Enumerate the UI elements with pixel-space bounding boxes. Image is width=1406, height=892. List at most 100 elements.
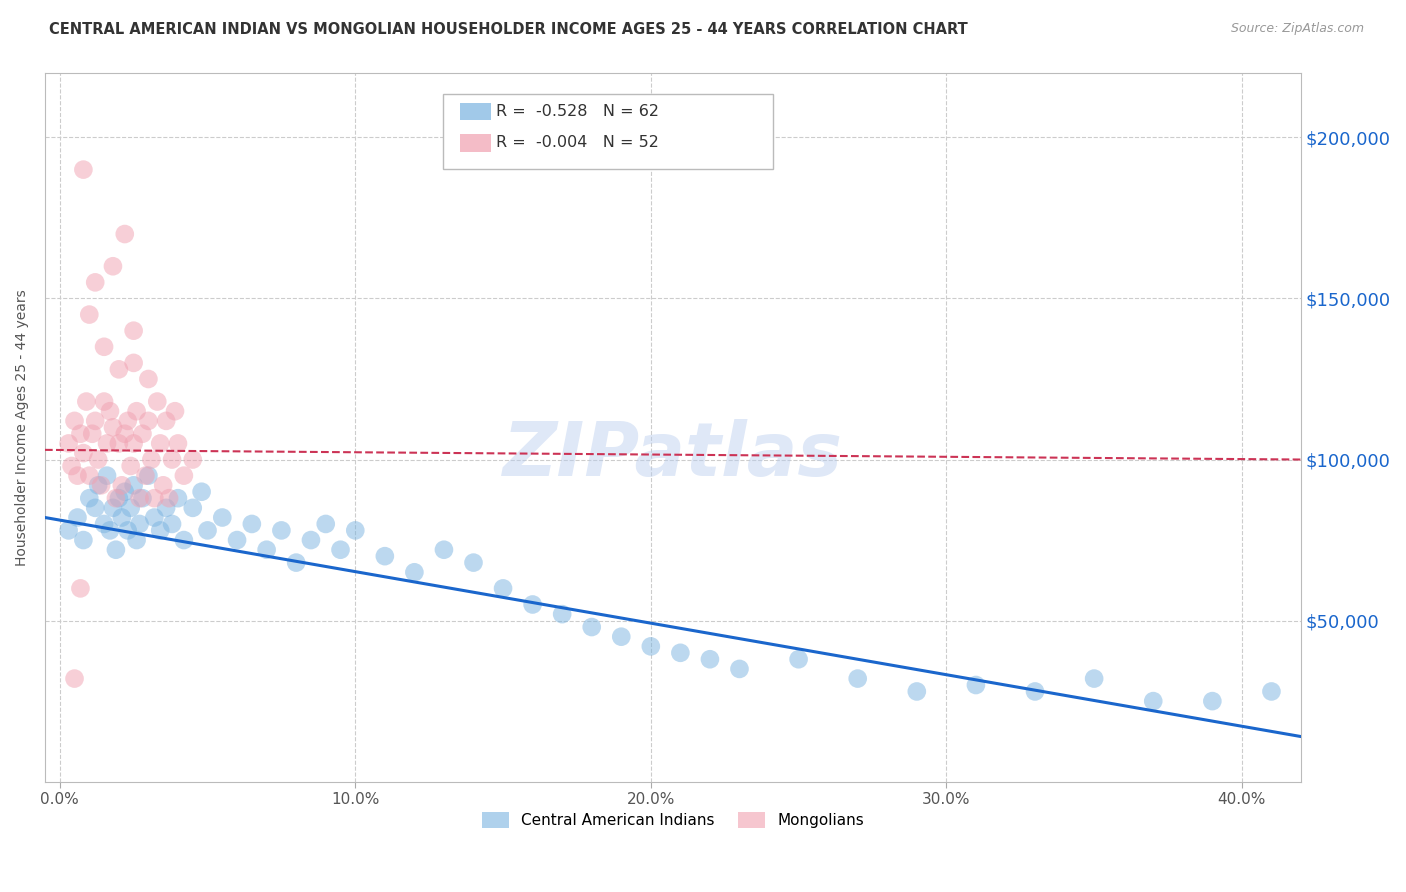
Point (1201, 694, 1223, 708)
Point (197, 524, 219, 538)
Point (90, 478, 112, 492)
Point (965, 678, 987, 692)
Point (87, 452, 110, 467)
Point (138, 468, 160, 483)
Point (122, 436, 145, 450)
Point (104, 542, 127, 557)
Point (173, 468, 195, 483)
Legend: Central American Indians, Mongolians: Central American Indians, Mongolians (475, 806, 870, 834)
Point (96, 468, 118, 483)
Point (125, 404, 148, 418)
Point (101, 500, 124, 515)
Point (610, 630, 633, 644)
Point (108, 436, 131, 450)
Point (93, 340, 115, 354)
Point (143, 510, 166, 524)
Point (96, 436, 118, 450)
Point (146, 394, 169, 409)
Point (79, 308, 101, 322)
Point (155, 414, 177, 428)
Point (72, 533, 94, 547)
Point (149, 524, 172, 538)
Point (167, 491, 190, 506)
Point (581, 620, 603, 634)
Point (157, 491, 180, 506)
Point (433, 542, 456, 557)
Point (104, 491, 127, 506)
Point (66, 468, 89, 483)
Point (125, 533, 148, 547)
Point (128, 491, 150, 506)
Point (173, 533, 195, 547)
Point (108, 362, 131, 376)
Point (58, 524, 80, 538)
Point (404, 566, 426, 580)
Point (315, 516, 337, 531)
Point (905, 684, 928, 698)
Point (63, 414, 86, 428)
Point (69, 582, 91, 596)
Point (134, 468, 156, 483)
Point (1142, 694, 1164, 708)
Point (131, 491, 153, 506)
Point (131, 426, 153, 441)
Point (75, 394, 97, 409)
Point (1260, 684, 1282, 698)
Point (114, 227, 136, 241)
Point (787, 652, 810, 666)
Point (114, 484, 136, 499)
Point (160, 516, 183, 531)
Point (93, 394, 115, 409)
Point (211, 510, 233, 524)
Point (79, 491, 101, 506)
Point (522, 598, 544, 612)
Text: CENTRAL AMERICAN INDIAN VS MONGOLIAN HOUSEHOLDER INCOME AGES 25 - 44 YEARS CORRE: CENTRAL AMERICAN INDIAN VS MONGOLIAN HOU… (49, 22, 967, 37)
Point (167, 436, 190, 450)
Point (728, 662, 751, 676)
Point (93, 516, 115, 531)
Point (63, 672, 86, 686)
Point (111, 478, 134, 492)
Point (181, 452, 204, 467)
Point (82, 426, 104, 441)
Point (463, 556, 485, 570)
Point (60, 458, 83, 473)
Point (270, 524, 292, 538)
Point (138, 372, 160, 386)
Point (84, 500, 107, 515)
Point (111, 510, 134, 524)
Point (122, 478, 145, 492)
Point (240, 516, 263, 531)
Point (699, 652, 721, 666)
Point (329, 542, 352, 557)
Point (344, 524, 367, 538)
Point (84, 276, 107, 290)
Point (190, 484, 212, 499)
Point (58, 436, 80, 450)
Point (69, 426, 91, 441)
Point (128, 516, 150, 531)
Point (143, 491, 166, 506)
Point (149, 436, 172, 450)
Point (117, 414, 139, 428)
Point (66, 510, 89, 524)
Text: R =  -0.004   N = 52: R = -0.004 N = 52 (496, 136, 659, 150)
Point (141, 452, 163, 467)
Point (181, 500, 204, 515)
Point (122, 356, 145, 370)
Point (101, 259, 124, 273)
Point (374, 549, 396, 564)
Point (72, 446, 94, 460)
Point (492, 582, 515, 596)
Point (122, 324, 145, 338)
Point (152, 478, 174, 492)
Point (160, 452, 183, 467)
Point (87, 478, 110, 492)
Point (669, 646, 692, 660)
Text: ZIPatlas: ZIPatlas (503, 419, 844, 492)
Point (114, 426, 136, 441)
Point (79, 468, 101, 483)
Point (84, 414, 107, 428)
Text: R =  -0.528   N = 62: R = -0.528 N = 62 (496, 104, 659, 119)
Point (98, 404, 121, 418)
